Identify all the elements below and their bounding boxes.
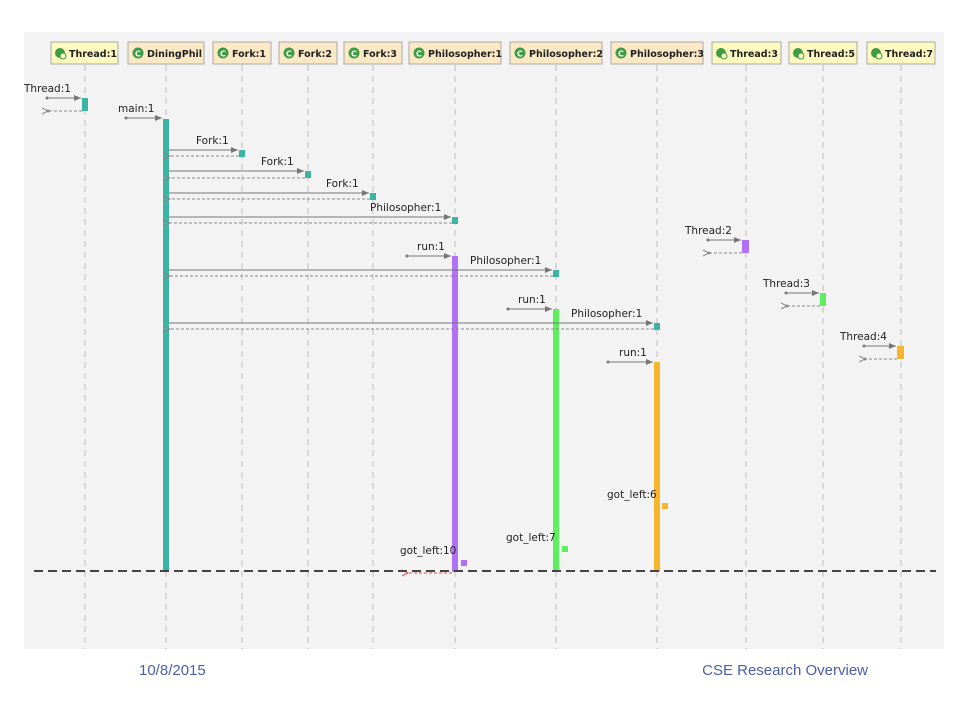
class-icon: C [615,47,627,59]
activation-phil3-ctor[interactable] [654,323,660,330]
header-label: Thread:5 [807,49,855,60]
header-thread5[interactable]: Thread:5 [788,41,858,65]
message-label-run-phil3[interactable]: run:1 [619,347,647,359]
svg-text:C: C [618,50,624,59]
header-label: Fork:3 [363,49,397,60]
activation-thread1[interactable] [82,98,88,111]
class-icon: C [283,47,295,59]
message-label-thread4[interactable]: Thread:4 [839,331,887,343]
activation-phil3-run[interactable] [654,362,660,572]
header-fork1[interactable]: C Fork:1 [212,41,272,65]
footer-title: CSE Research Overview [702,662,868,679]
header-label: DiningPhil [147,49,202,60]
svg-text:C: C [517,50,523,59]
activation-phil2-ctor[interactable] [553,270,559,277]
header-phil1[interactable]: C Philosopher:1 [408,41,502,65]
activation-fork2[interactable] [305,171,311,178]
message-label-got-left-7[interactable]: got_left:7 [506,532,556,544]
thread-icon [55,48,67,60]
message-label-run-phil1[interactable]: run:1 [417,241,445,253]
header-phil2[interactable]: C Philosopher:2 [509,41,603,65]
thread-icon [716,48,728,60]
activation-thread7[interactable] [897,346,904,359]
activation-thread5[interactable] [820,293,826,306]
message-label-fork2[interactable]: Fork:1 [261,156,294,168]
message-label-fork3[interactable]: Fork:1 [326,178,359,190]
activation-fork1[interactable] [239,150,245,157]
header-label: Fork:2 [298,49,332,60]
message-label-fork1[interactable]: Fork:1 [196,135,229,147]
sequence-diagram: Thread:1 C DiningPhil C Fork:1 C Fork:2 … [23,32,944,649]
activation-diningphil[interactable] [163,119,169,572]
message-label-got-left-10[interactable]: got_left:10 [400,545,456,557]
message-label-thread3[interactable]: Thread:3 [762,278,810,290]
header-label: Thread:1 [69,49,117,60]
svg-text:C: C [135,50,141,59]
message-labels: Thread:1 main:1 Fork:1 Fork:1 Fork:1 Phi… [23,83,887,557]
svg-text:C: C [286,50,292,59]
class-icon: C [217,47,229,59]
activation-fork3[interactable] [370,193,376,200]
class-icon: C [514,47,526,59]
message-label-phil1-ctor[interactable]: Philosopher:1 [370,202,441,214]
message-lines [46,95,897,574]
header-label: Philosopher:2 [529,49,603,60]
header-diningphil[interactable]: C DiningPhil [127,41,205,65]
lifelines [84,65,902,649]
header-label: Philosopher:3 [630,49,704,60]
header-thread1[interactable]: Thread:1 [50,41,119,65]
svg-text:C: C [416,50,422,59]
activation-phil1-run[interactable] [452,256,458,572]
header-label: Thread:7 [885,49,933,60]
message-label-thread1[interactable]: Thread:1 [23,83,71,95]
class-icon: C [348,47,360,59]
header-label: Thread:3 [730,49,778,60]
header-thread3[interactable]: Thread:3 [711,41,782,65]
activation-bars [82,98,904,572]
header-label: Fork:1 [232,49,266,60]
message-label-phil2-ctor[interactable]: Philosopher:1 [470,255,541,267]
header-fork3[interactable]: C Fork:3 [343,41,403,65]
thread-icon [871,48,883,60]
self-call-phil1[interactable] [461,560,467,566]
footer-date: 10/8/2015 [139,662,206,679]
message-label-thread2[interactable]: Thread:2 [684,225,732,237]
svg-text:C: C [351,50,357,59]
header-phil3[interactable]: C Philosopher:3 [610,41,704,65]
self-call-phil3[interactable] [662,503,668,509]
svg-text:C: C [220,50,226,59]
header-label: Philosopher:1 [428,49,502,60]
activation-thread3[interactable] [742,240,749,253]
header-thread7[interactable]: Thread:7 [866,41,936,65]
self-call-phil2[interactable] [562,546,568,552]
thread-icon [793,48,805,60]
class-icon: C [413,47,425,59]
activation-phil2-run[interactable] [553,309,559,572]
message-label-got-left-6[interactable]: got_left:6 [607,489,657,501]
message-label-run-phil2[interactable]: run:1 [518,294,546,306]
lifeline-headers: Thread:1 C DiningPhil C Fork:1 C Fork:2 … [50,41,936,65]
class-icon: C [132,47,144,59]
message-label-phil3-ctor[interactable]: Philosopher:1 [571,308,642,320]
header-fork2[interactable]: C Fork:2 [278,41,338,65]
message-label-main[interactable]: main:1 [118,103,154,115]
activation-phil1-ctor[interactable] [452,217,458,224]
